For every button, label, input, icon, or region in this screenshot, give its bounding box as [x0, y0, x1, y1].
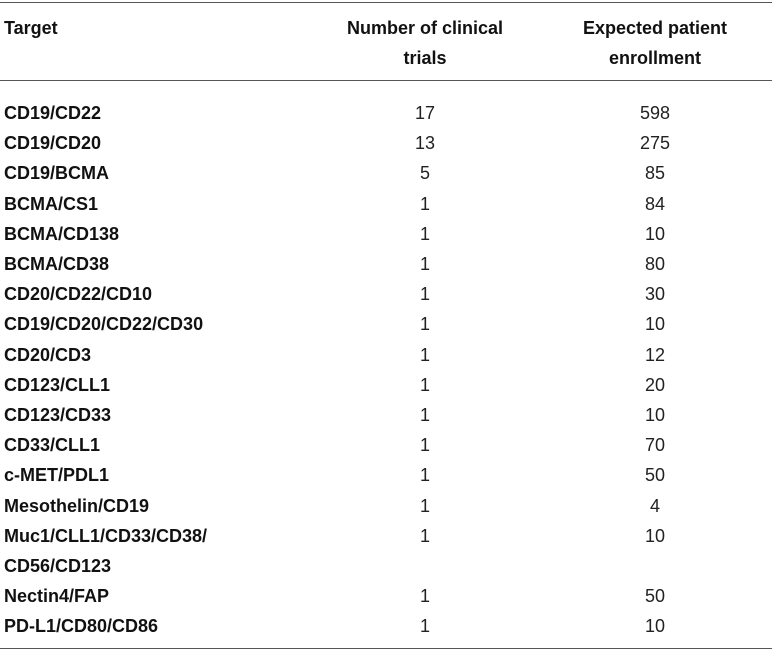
target-cell: CD19/CD22 — [4, 103, 102, 123]
target-cell: Nectin4/FAP — [4, 586, 110, 607]
value-cell: 10 — [644, 405, 666, 425]
value-cell: 1 — [419, 374, 431, 395]
target-cell: Mesothelin/CD19 — [4, 495, 150, 516]
value-cell: 1 — [419, 616, 431, 637]
target-cell: BCMA/CS1 — [4, 193, 99, 214]
value-cell: 1 — [419, 284, 431, 305]
bottom-rule — [0, 648, 772, 649]
value-cell: 1 — [419, 586, 431, 607]
value-cell: 598 — [639, 103, 671, 123]
header-cell: Number of clinical — [346, 18, 504, 38]
header-cell: Target — [4, 18, 58, 38]
header-cell: trials — [403, 48, 447, 68]
target-cell: BCMA/CD138 — [4, 223, 120, 244]
value-cell: 1 — [419, 465, 431, 486]
header-cell: Expected patient — [582, 18, 728, 38]
value-cell: 17 — [414, 103, 436, 123]
value-cell: 84 — [644, 193, 666, 214]
value-cell: 1 — [419, 254, 431, 274]
top-rule — [0, 2, 772, 3]
value-cell: 85 — [644, 163, 666, 184]
value-cell: 20 — [644, 374, 666, 395]
value-cell: 5 — [419, 163, 431, 184]
target-cell: CD19/CD20/CD22/CD30 — [4, 314, 204, 335]
header-cell: enrollment — [608, 48, 702, 68]
value-cell: 1 — [419, 435, 431, 456]
value-cell: 1 — [419, 193, 431, 214]
target-cell: CD20/CD3 — [4, 344, 92, 365]
target-cell: CD19/CD20 — [4, 133, 102, 154]
header-rule — [0, 80, 772, 81]
target-cell: c-MET/PDL1 — [4, 465, 110, 486]
value-cell: 80 — [644, 254, 666, 274]
value-cell: 13 — [414, 133, 436, 154]
target-cell: BCMA/CD38 — [4, 254, 110, 274]
target-cell: CD20/CD22/CD10 — [4, 284, 153, 305]
value-cell: 1 — [419, 525, 431, 546]
target-cell: CD33/CLL1 — [4, 435, 101, 456]
value-cell: 50 — [644, 586, 666, 607]
value-cell: 10 — [644, 616, 666, 637]
target-cell: PD-L1/CD80/CD86 — [4, 616, 159, 637]
value-cell: 10 — [644, 314, 666, 335]
value-cell: 10 — [644, 223, 666, 244]
value-cell: 1 — [419, 344, 431, 365]
value-cell: 12 — [644, 344, 666, 365]
value-cell: 4 — [649, 495, 661, 516]
value-cell: 10 — [644, 525, 666, 546]
target-cell: CD19/BCMA — [4, 163, 110, 184]
value-cell: 1 — [419, 314, 431, 335]
target-cell: CD123/CLL1 — [4, 374, 111, 395]
target-cell: CD56/CD123 — [4, 556, 112, 576]
value-cell: 70 — [644, 435, 666, 456]
target-cell: CD123/CD33 — [4, 405, 112, 425]
target-cell: Muc1/CLL1/CD33/CD38/ — [4, 525, 208, 546]
value-cell: 275 — [639, 133, 671, 154]
value-cell: 1 — [419, 495, 431, 516]
value-cell: 1 — [419, 223, 431, 244]
value-cell: 50 — [644, 465, 666, 486]
value-cell: 30 — [644, 284, 666, 305]
value-cell: 1 — [419, 405, 431, 425]
